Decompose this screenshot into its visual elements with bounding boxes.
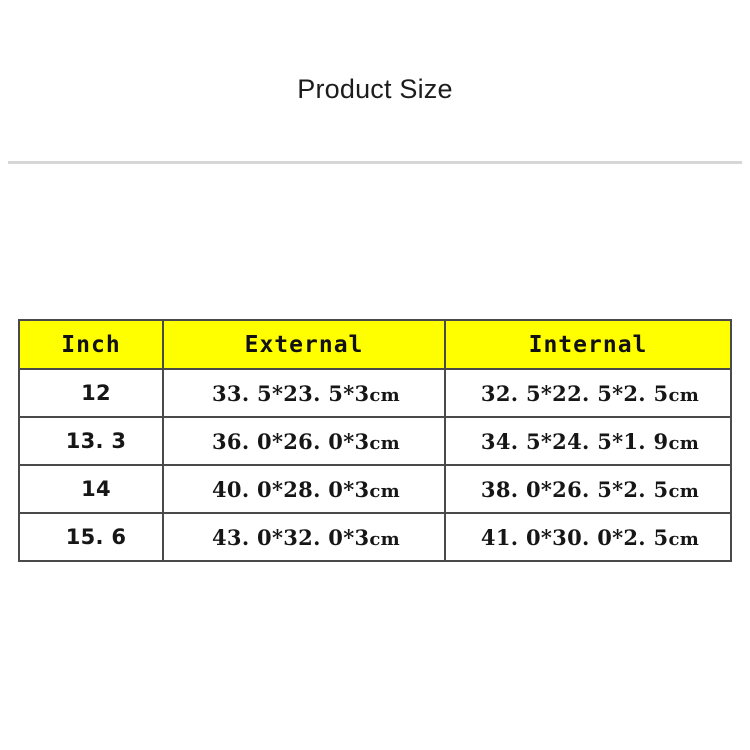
header-divider (8, 161, 742, 164)
cell-inch: 14 (18, 464, 164, 514)
cell-internal-unit: cm (668, 528, 700, 550)
cell-external-value: 40. 0*28. 0*3 (212, 476, 370, 502)
cell-external: 43. 0*32. 0*3cm (162, 512, 446, 562)
table-header-row: Inch External Internal (18, 319, 732, 370)
cell-internal: 32. 5*22. 5*2. 5cm (444, 368, 732, 418)
cell-internal-unit: cm (668, 384, 700, 406)
cell-internal-value: 41. 0*30. 0*2. 5 (480, 524, 669, 550)
cell-external-value: 33. 5*23. 5*3 (212, 380, 370, 406)
column-header-external: External (162, 319, 446, 370)
cell-external-unit: cm (369, 480, 400, 502)
product-size-table: Inch External Internal 12 33. 5*23. 5*3c… (18, 319, 732, 562)
cell-internal-unit: cm (668, 480, 700, 502)
column-header-internal: Internal (444, 319, 732, 370)
table-header: Inch External Internal (18, 319, 732, 370)
cell-inch: 15. 6 (18, 512, 164, 562)
cell-external-unit: cm (369, 384, 400, 406)
table-row: 14 40. 0*28. 0*3cm 38. 0*26. 5*2. 5cm (18, 464, 732, 514)
cell-external-value: 36. 0*26. 0*3 (212, 428, 370, 454)
cell-internal: 41. 0*30. 0*2. 5cm (444, 512, 732, 562)
table-row: 12 33. 5*23. 5*3cm 32. 5*22. 5*2. 5cm (18, 368, 732, 418)
cell-internal-value: 34. 5*24. 5*1. 9 (480, 428, 669, 454)
cell-inch: 13. 3 (18, 416, 164, 466)
cell-internal-unit: cm (668, 432, 700, 454)
cell-inch: 12 (18, 368, 164, 418)
page-title: Product Size (297, 74, 453, 104)
table-body: 12 33. 5*23. 5*3cm 32. 5*22. 5*2. 5cm 13… (18, 368, 732, 562)
cell-external: 33. 5*23. 5*3cm (162, 368, 446, 418)
cell-internal-value: 32. 5*22. 5*2. 5 (480, 380, 669, 406)
cell-internal: 34. 5*24. 5*1. 9cm (444, 416, 732, 466)
cell-external: 36. 0*26. 0*3cm (162, 416, 446, 466)
cell-internal-value: 38. 0*26. 5*2. 5 (480, 476, 669, 502)
column-header-inch: Inch (18, 319, 164, 370)
cell-external: 40. 0*28. 0*3cm (162, 464, 446, 514)
table-row: 15. 6 43. 0*32. 0*3cm 41. 0*30. 0*2. 5cm (18, 512, 732, 562)
cell-external-unit: cm (369, 432, 400, 454)
cell-external-value: 43. 0*32. 0*3 (212, 524, 370, 550)
cell-external-unit: cm (369, 528, 400, 550)
cell-internal: 38. 0*26. 5*2. 5cm (444, 464, 732, 514)
table-row: 13. 3 36. 0*26. 0*3cm 34. 5*24. 5*1. 9cm (18, 416, 732, 466)
